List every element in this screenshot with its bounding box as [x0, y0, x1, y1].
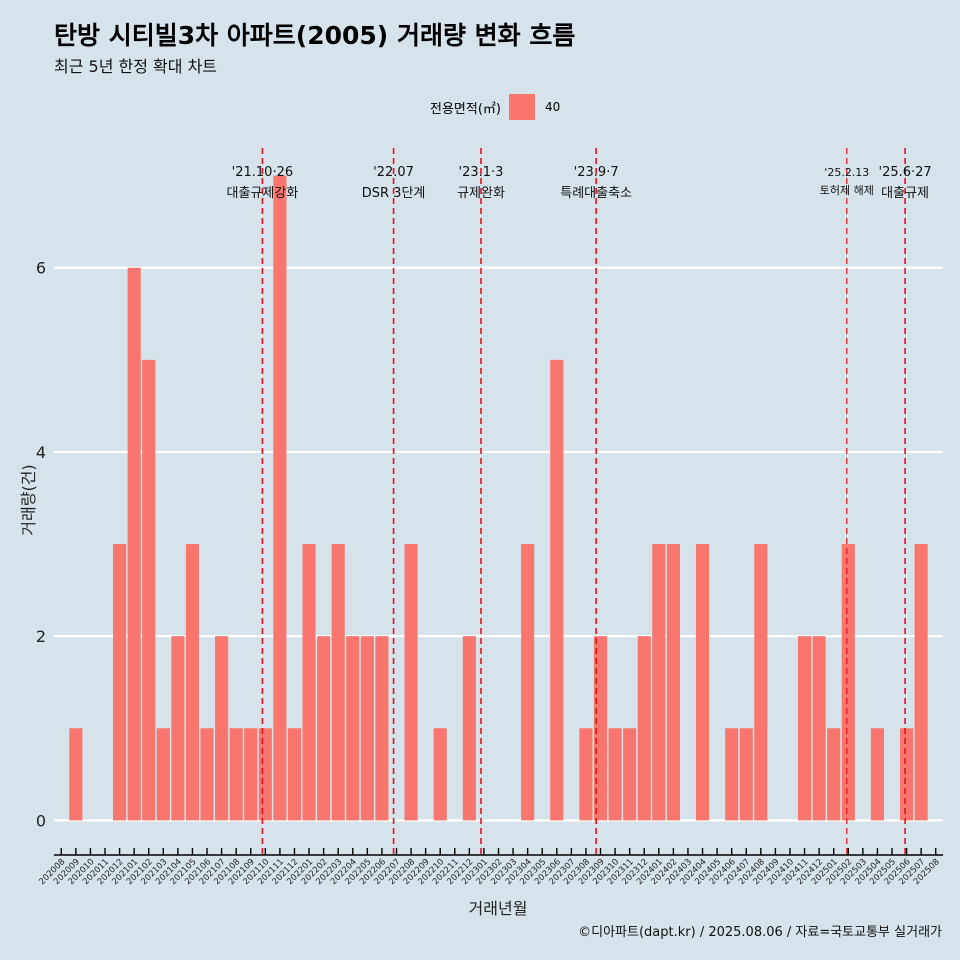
bar: [360, 636, 374, 821]
bar: [797, 636, 812, 821]
bar: [229, 728, 243, 821]
bar: [812, 636, 826, 821]
bar: [827, 728, 841, 821]
event-date-label: '21.10·26: [232, 165, 293, 180]
bar: [579, 728, 593, 821]
bar: [666, 544, 680, 821]
bar: [637, 636, 651, 821]
event-name-label: 대출규제강화: [227, 186, 299, 201]
bar: [433, 728, 447, 821]
bar: [550, 359, 564, 821]
bar: [331, 544, 345, 821]
bar: [142, 359, 156, 821]
event-date-label: '25.6·27: [879, 165, 932, 180]
bar: [652, 544, 666, 821]
bar: [404, 544, 418, 821]
bar: [69, 728, 83, 821]
x-axis-title: 거래년월: [469, 899, 528, 918]
event-name-label: 특례대출축소: [560, 186, 632, 201]
chart-title: 탄방 시티빌3차 아파트(2005) 거래량 변화 흐름: [54, 21, 576, 50]
bar: [156, 728, 170, 821]
source-caption: ©디아파트(dapt.kr) / 2025.08.06 / 자료=국토교통부 실…: [578, 925, 942, 940]
bar: [870, 728, 884, 821]
event-date-label: '23.9·7: [574, 165, 619, 180]
bar: [725, 728, 739, 821]
legend-title: 전용면적(㎡): [430, 101, 501, 117]
event-name-label: DSR 3단계: [362, 186, 426, 201]
y-tick-label: 6: [36, 259, 46, 278]
event-name-label: 토허제 해제: [820, 183, 874, 197]
legend: 전용면적(㎡) 40: [430, 94, 560, 120]
legend-label: 40: [544, 100, 561, 114]
legend-color-key: [508, 94, 535, 120]
bar: [754, 544, 768, 821]
y-tick-label: 0: [36, 811, 46, 830]
event-date-label: '25.2.13: [824, 166, 869, 179]
bar: [900, 728, 914, 821]
bar: [346, 636, 360, 821]
bar: [215, 636, 229, 821]
bar: [841, 544, 855, 821]
y-tick-label: 4: [36, 443, 46, 462]
bar: [623, 728, 637, 821]
bar: [375, 636, 389, 821]
bar: [914, 544, 928, 821]
bar: [695, 544, 710, 821]
event-name-label: 대출규제: [881, 186, 929, 201]
bar: [171, 636, 185, 821]
bar: [302, 544, 316, 821]
event-date-label: '23.1·3: [459, 165, 504, 180]
bar: [244, 728, 258, 821]
bar: [462, 636, 476, 821]
event-date-label: '22.07: [373, 165, 414, 180]
chart-subtitle: 최근 5년 한정 확대 차트: [54, 57, 218, 76]
bar: [273, 175, 287, 821]
bar: [608, 728, 622, 821]
bar: [258, 728, 272, 821]
bar: [200, 728, 214, 821]
bar: [113, 544, 127, 821]
bar: [593, 636, 608, 821]
bar: [521, 544, 535, 821]
bar: [185, 544, 200, 821]
y-tick-label: 2: [36, 627, 46, 646]
bar: [317, 636, 331, 821]
bar: [287, 728, 302, 821]
bar: [127, 267, 141, 821]
event-name-label: 규제완화: [457, 186, 505, 201]
bar: [739, 728, 753, 821]
y-axis-title: 거래량(건): [19, 464, 38, 535]
